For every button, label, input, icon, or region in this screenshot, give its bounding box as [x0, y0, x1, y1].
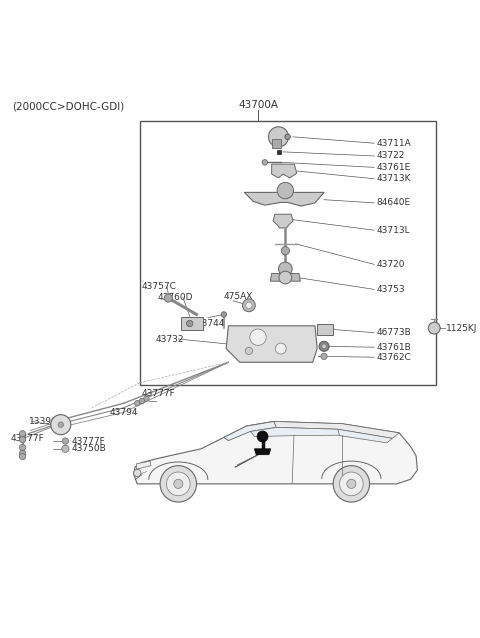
- Circle shape: [339, 472, 363, 496]
- Text: 1125KJ: 1125KJ: [446, 323, 478, 332]
- Circle shape: [221, 312, 227, 317]
- Text: 475AX: 475AX: [224, 292, 253, 300]
- Circle shape: [19, 450, 26, 457]
- Text: 46773B: 46773B: [377, 328, 412, 337]
- Circle shape: [160, 466, 196, 502]
- Circle shape: [277, 182, 294, 199]
- Text: 1339GA: 1339GA: [29, 417, 65, 426]
- Circle shape: [134, 401, 140, 406]
- Circle shape: [428, 322, 440, 334]
- Polygon shape: [270, 274, 300, 281]
- Circle shape: [139, 398, 144, 404]
- Polygon shape: [250, 427, 342, 436]
- Text: 43711A: 43711A: [377, 138, 412, 148]
- Text: 43761B: 43761B: [377, 343, 412, 352]
- Circle shape: [285, 134, 290, 140]
- Circle shape: [242, 299, 255, 312]
- Polygon shape: [338, 429, 392, 443]
- Circle shape: [58, 422, 63, 427]
- Circle shape: [174, 479, 183, 489]
- Circle shape: [268, 127, 288, 147]
- Circle shape: [62, 438, 69, 444]
- Text: 43762C: 43762C: [377, 353, 412, 362]
- Circle shape: [144, 396, 149, 401]
- Text: 43761E: 43761E: [377, 163, 411, 172]
- Polygon shape: [254, 449, 271, 455]
- Text: 43713K: 43713K: [377, 174, 411, 183]
- Polygon shape: [180, 316, 204, 330]
- Text: (2000CC>DOHC-GDI): (2000CC>DOHC-GDI): [12, 101, 124, 111]
- Text: 43700A: 43700A: [238, 100, 278, 110]
- Text: 43777F: 43777F: [142, 389, 176, 397]
- Text: 43722: 43722: [377, 151, 405, 161]
- Text: 43713L: 43713L: [377, 226, 410, 235]
- Circle shape: [262, 160, 267, 165]
- Text: 43750B: 43750B: [72, 444, 106, 453]
- Circle shape: [250, 329, 266, 345]
- Circle shape: [187, 320, 193, 327]
- Circle shape: [62, 445, 69, 452]
- Bar: [140, 121, 436, 385]
- Polygon shape: [224, 422, 276, 441]
- Polygon shape: [133, 422, 418, 484]
- Polygon shape: [136, 461, 151, 470]
- Polygon shape: [244, 193, 324, 206]
- Circle shape: [133, 470, 141, 477]
- Circle shape: [281, 247, 289, 255]
- Circle shape: [319, 341, 329, 352]
- Bar: [276, 149, 281, 154]
- Text: 84640E: 84640E: [377, 198, 411, 207]
- Polygon shape: [272, 164, 297, 178]
- Polygon shape: [273, 214, 293, 228]
- Text: 43720: 43720: [377, 260, 406, 269]
- Text: 43777F: 43777F: [72, 436, 105, 445]
- Text: 43732: 43732: [156, 334, 184, 343]
- Polygon shape: [247, 422, 399, 438]
- Text: 43794: 43794: [109, 408, 138, 417]
- Circle shape: [347, 479, 356, 489]
- Circle shape: [19, 454, 26, 460]
- Text: 43777F: 43777F: [11, 434, 45, 443]
- Text: 43744: 43744: [196, 319, 225, 328]
- Text: 43757C: 43757C: [142, 282, 177, 291]
- Circle shape: [246, 302, 252, 309]
- Polygon shape: [317, 323, 333, 335]
- Text: 43753: 43753: [377, 285, 406, 294]
- Circle shape: [19, 436, 26, 443]
- Circle shape: [321, 353, 327, 360]
- Circle shape: [164, 294, 172, 302]
- Circle shape: [279, 271, 292, 284]
- Circle shape: [333, 466, 370, 502]
- Circle shape: [322, 344, 326, 348]
- Circle shape: [51, 415, 71, 434]
- Circle shape: [276, 343, 286, 354]
- Bar: [272, 139, 281, 148]
- Circle shape: [19, 444, 26, 450]
- Circle shape: [245, 347, 252, 355]
- Polygon shape: [226, 326, 317, 362]
- Circle shape: [19, 431, 26, 437]
- Text: 43760D: 43760D: [158, 293, 193, 302]
- Circle shape: [257, 431, 268, 442]
- Circle shape: [167, 472, 190, 496]
- Circle shape: [278, 262, 292, 276]
